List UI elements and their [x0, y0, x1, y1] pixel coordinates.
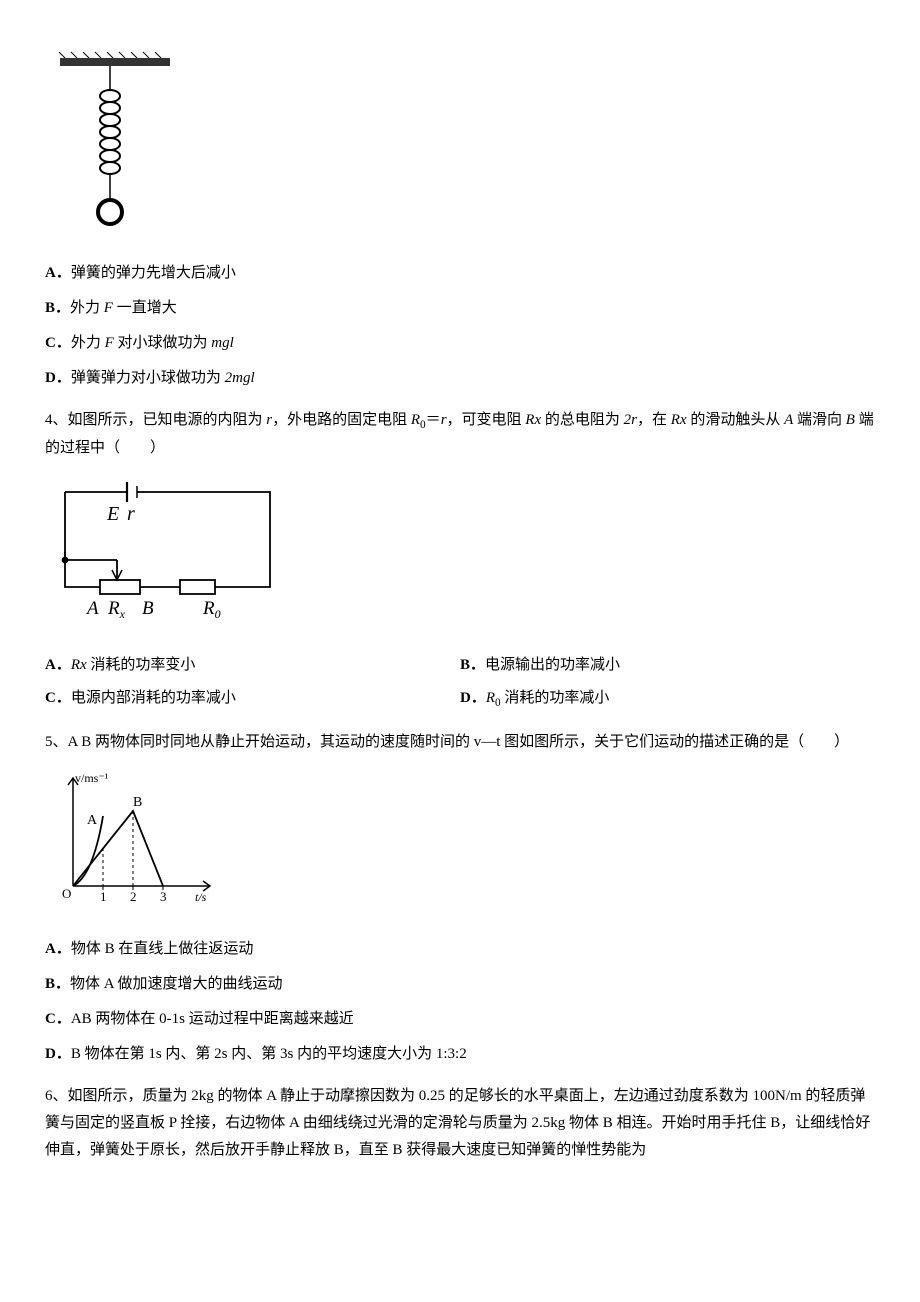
vt-svg: v/ms⁻¹ A B O 1 2 3 t/s: [45, 766, 220, 911]
q5-stem: 5、A B 两物体同时同地从静止开始运动，其运动的速度随时间的 v—t 图如图所…: [45, 729, 875, 756]
q4-options-row2: C．电源内部消耗的功率减小 D．R0 消耗的功率减小: [45, 685, 875, 713]
q4-options-row1: A．Rx 消耗的功率变小 B．电源输出的功率减小: [45, 652, 875, 679]
label-B: B: [142, 598, 154, 619]
ball: [98, 200, 122, 224]
q4-Rx: Rx: [525, 412, 541, 428]
label-Rx: Rx: [107, 598, 126, 621]
q4-stem-3: ，可变电阻: [447, 412, 526, 428]
q4-option-B: B．电源输出的功率减小: [460, 652, 875, 679]
q4-optD-sym: R: [486, 690, 495, 706]
ceiling: [60, 58, 170, 66]
q4-stem-6: 的滑动触头从: [687, 412, 785, 428]
q4-option-D: D．R0 消耗的功率减小: [460, 685, 875, 713]
q5-optC-text: AB 两物体在 0-1s 运动过程中距离越来越近: [71, 1011, 354, 1027]
q5-option-A: A．物体 B 在直线上做往返运动: [45, 936, 875, 963]
label-Bpt: B: [133, 795, 142, 810]
q5-option-C: C．AB 两物体在 0-1s 运动过程中距离越来越近: [45, 1006, 875, 1033]
q3-option-A-text: 弹簧的弹力先增大后减小: [71, 265, 236, 281]
ceiling-hatch: [59, 52, 161, 58]
xtick-3: 3: [160, 889, 167, 904]
q4-optA-text: 消耗的功率变小: [87, 657, 196, 673]
spring-svg: [45, 50, 175, 235]
q5-optB-text: 物体 A 做加速度增大的曲线运动: [70, 976, 283, 992]
q4-Rx2: Rx: [671, 412, 687, 428]
label-r: r: [127, 503, 135, 525]
q4-optA-sym: Rx: [71, 657, 87, 673]
q4-stem-4: 的总电阻为: [541, 412, 624, 428]
q6-stem: 6、如图所示，质量为 2kg 的物体 A 静止于动摩擦因数为 0.25 的足够长…: [45, 1083, 875, 1164]
label-A: A: [87, 813, 98, 828]
q4-stem-7: 端滑向: [793, 412, 846, 428]
q5-optD-text: B 物体在第 1s 内、第 2s 内、第 3s 内的平均速度大小为 1:3:2: [71, 1046, 467, 1062]
q4-circuit-diagram: E r A Rx B R0: [45, 472, 875, 637]
q4-2r: 2r: [624, 412, 637, 428]
q4-optD-text: 消耗的功率减小: [501, 690, 610, 706]
q5-vt-diagram: v/ms⁻¹ A B O 1 2 3 t/s: [45, 766, 875, 921]
q5-option-D: D．B 物体在第 1s 内、第 2s 内、第 3s 内的平均速度大小为 1:3:…: [45, 1041, 875, 1068]
label-R0: R0: [202, 598, 221, 621]
q4-optB-text: 电源输出的功率减小: [485, 657, 620, 673]
label-A: A: [85, 598, 99, 619]
q5-optA-text: 物体 B 在直线上做往返运动: [71, 941, 254, 957]
q4-option-A: A．Rx 消耗的功率变小: [45, 652, 460, 679]
q3-option-A: A．弹簧的弹力先增大后减小: [45, 260, 875, 287]
q4-R0: R: [411, 412, 420, 428]
q4-option-C: C．电源内部消耗的功率减小: [45, 685, 460, 713]
circuit-wires: [63, 482, 271, 594]
q3-option-D: D．弹簧弹力对小球做功为 2mgl: [45, 365, 875, 392]
label-E: E: [106, 503, 119, 525]
spring-coils: [100, 90, 120, 174]
q4-optC-text: 电源内部消耗的功率减小: [71, 690, 236, 706]
q4-stem-1: 4、如图所示，已知电源的内阻为: [45, 412, 266, 428]
q4-B: B: [846, 412, 855, 428]
ylabel: v/ms⁻¹: [75, 771, 109, 785]
q3-option-C: C．外力 F 对小球做功为 mgl: [45, 330, 875, 357]
origin-O: O: [62, 886, 71, 901]
q4-stem-5: ，在: [637, 412, 671, 428]
circuit-svg: E r A Rx B R0: [45, 472, 285, 627]
xlabel: t/s: [195, 890, 207, 904]
q4-stem-2: ，外电路的固定电阻: [272, 412, 411, 428]
q3-option-B: B．外力 F 一直增大: [45, 295, 875, 322]
q3-spring-diagram: [45, 50, 875, 245]
xtick-2: 2: [130, 889, 137, 904]
q4-A: A: [784, 412, 793, 428]
q5-option-B: B．物体 A 做加速度增大的曲线运动: [45, 971, 875, 998]
q4-stem: 4、如图所示，已知电源的内阻为 r，外电路的固定电阻 R0＝r，可变电阻 Rx …: [45, 407, 875, 462]
xtick-1: 1: [100, 889, 107, 904]
q4-eq: ＝: [426, 412, 441, 428]
